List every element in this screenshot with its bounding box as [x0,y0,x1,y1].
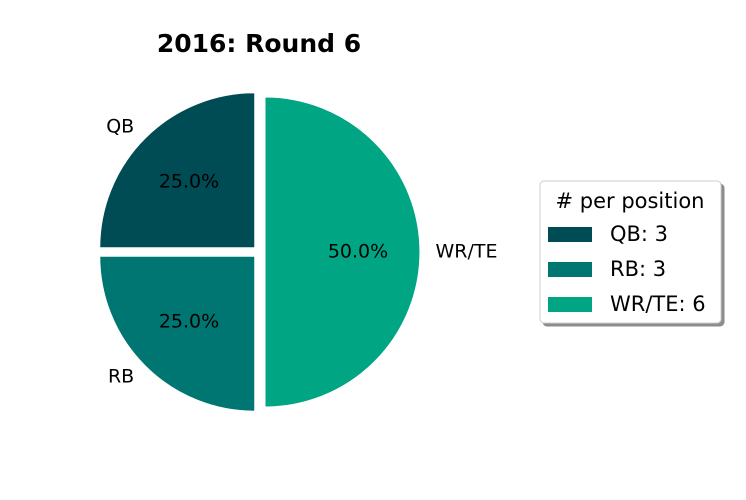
legend-title: # per position [555,189,704,213]
slice-label: QB [106,116,134,138]
slice-percent-label: 25.0% [159,311,219,333]
legend-entries: QB: 3 RB: 3 WR/TE: 6 [548,222,706,316]
legend-frame [539,180,722,324]
slice-label: RB [108,365,134,387]
pie-slices [99,92,421,412]
pie-labels: QB 25.0% RB 25.0% WR/TE 50.0% [106,116,497,388]
legend-swatch [548,262,592,277]
slice-label: WR/TE [436,241,498,263]
legend-entry-label: WR/TE: 6 [610,292,706,316]
slice-percent-label: 25.0% [159,170,219,192]
pie-slice-qb [99,92,256,249]
legend-swatch [548,227,592,242]
legend-entry-label: RB: 3 [610,257,666,281]
legend-swatch [548,297,592,312]
pie-slice-rb [99,255,256,412]
slice-percent-label: 50.0% [328,241,388,263]
chart-title: 2016: Round 6 [157,29,361,58]
legend-entry-label: QB: 3 [610,222,668,246]
pie-slice-wr-te [264,96,421,408]
legend: # per position QB: 3 RB: 3 WR/TE: 6 [539,180,722,324]
